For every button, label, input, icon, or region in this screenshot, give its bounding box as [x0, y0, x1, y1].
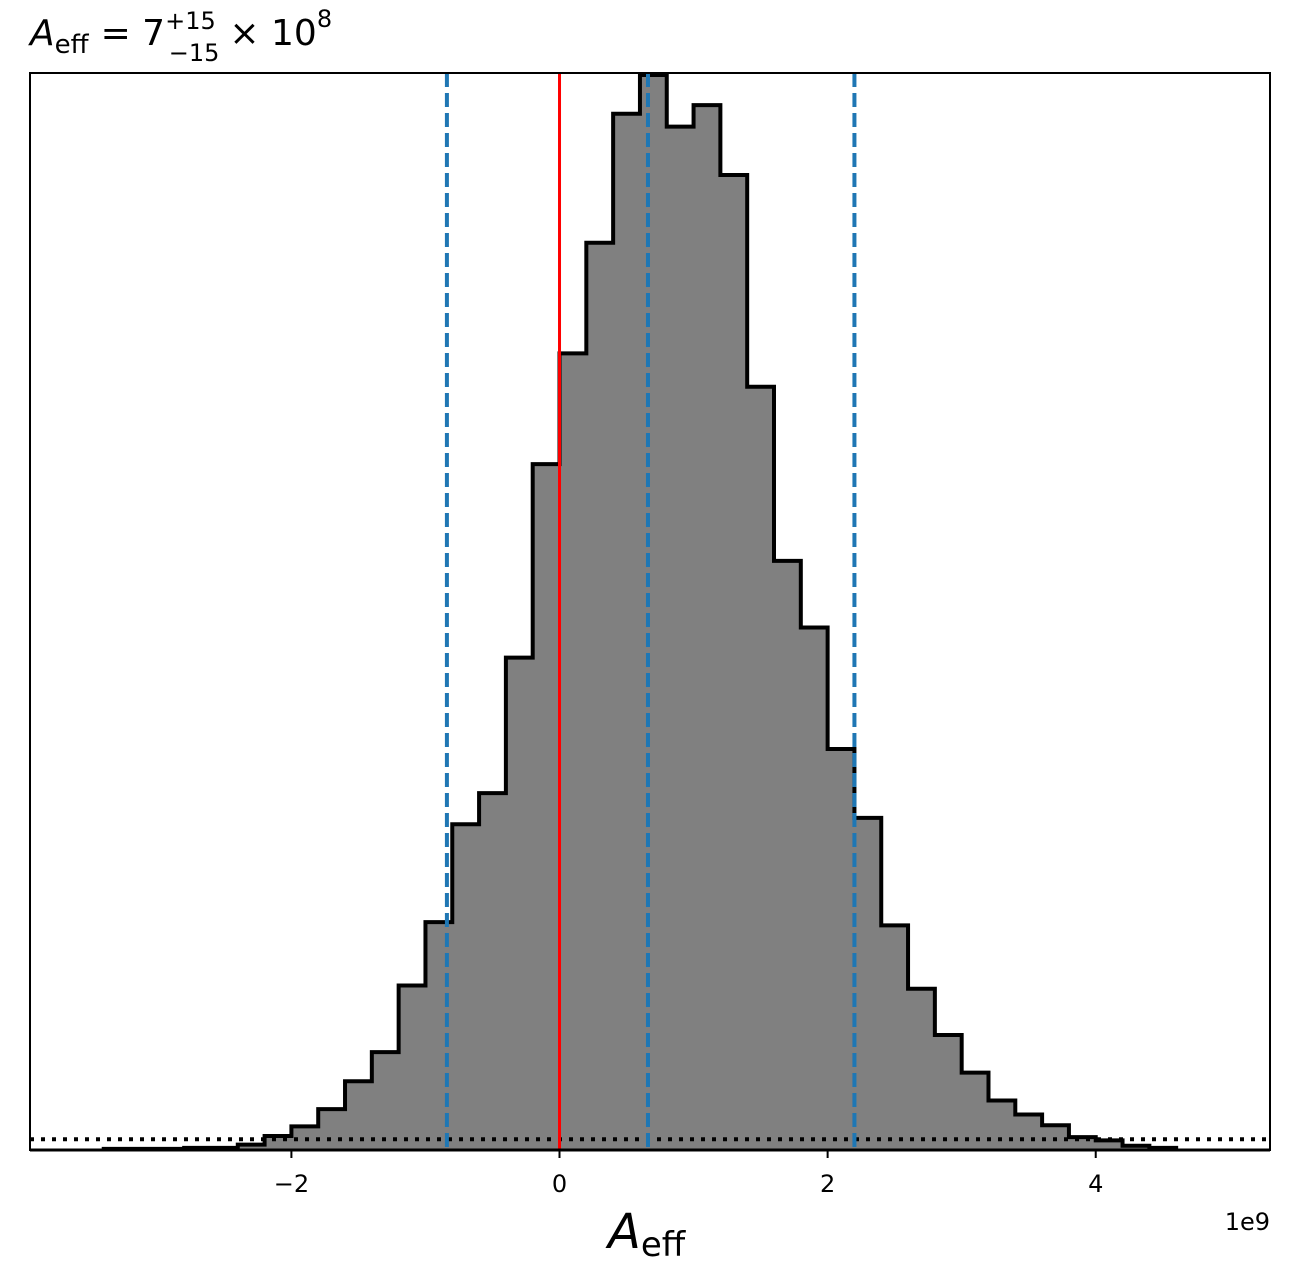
histogram-bar — [586, 242, 614, 1150]
histogram-bar — [774, 560, 802, 1150]
histogram-bar — [988, 1100, 1016, 1150]
title-equals: = 7 — [101, 13, 166, 54]
histogram-bar — [800, 627, 829, 1150]
histogram-outline — [101, 73, 1179, 1151]
histogram-bar — [639, 75, 668, 1150]
histogram-bar — [666, 126, 695, 1151]
histogram-bar — [237, 1144, 266, 1150]
title-superscript: +15 — [165, 7, 216, 35]
x-tick-label: 0 — [552, 1170, 567, 1198]
histogram-bar — [398, 985, 426, 1150]
chart-title: Aeff = 7+15 −15 × 108 — [28, 5, 332, 67]
x-axis-ticks: −2 0 2 4 — [274, 1150, 1103, 1198]
histogram-bar — [1122, 1145, 1150, 1150]
axes-frame — [29, 72, 1271, 1151]
title-symbol: A — [28, 13, 55, 54]
histogram-bar — [318, 1109, 346, 1150]
histogram-bar — [452, 824, 480, 1150]
histogram-bar — [720, 174, 748, 1151]
title-exponent: 8 — [317, 5, 332, 33]
histogram-bar — [371, 1052, 400, 1150]
histogram-bar — [479, 793, 507, 1150]
histogram-bar — [532, 464, 561, 1150]
histogram-bar — [1015, 1114, 1043, 1150]
histogram-bar — [881, 925, 909, 1150]
x-offset-label: 1e9 — [1225, 1208, 1270, 1236]
x-tick-label: 2 — [820, 1170, 835, 1198]
histogram-bar — [505, 657, 534, 1150]
histogram-bar — [747, 386, 775, 1150]
title-subscript-minus: −15 — [169, 39, 220, 67]
histogram-bar — [1095, 1140, 1124, 1150]
title-subscript: eff — [55, 30, 90, 60]
title-times: × 10 — [229, 13, 316, 54]
x-tick-label: 4 — [1088, 1170, 1103, 1198]
histogram-bar — [559, 353, 587, 1150]
histogram-bar — [827, 749, 855, 1150]
histogram-bar — [934, 1034, 963, 1150]
histogram-bar — [854, 817, 882, 1150]
xlabel-symbol: A — [605, 1204, 641, 1260]
xlabel-subscript: eff — [641, 1225, 687, 1265]
histogram-bar — [264, 1136, 292, 1150]
histogram-bar — [961, 1072, 989, 1150]
histogram-bar — [908, 988, 936, 1150]
plot-area — [30, 73, 1270, 1152]
histogram-bar — [613, 113, 641, 1151]
x-tick-label: −2 — [274, 1170, 309, 1198]
histogram-bar — [693, 105, 721, 1151]
x-axis-label: Aeff — [605, 1204, 687, 1265]
